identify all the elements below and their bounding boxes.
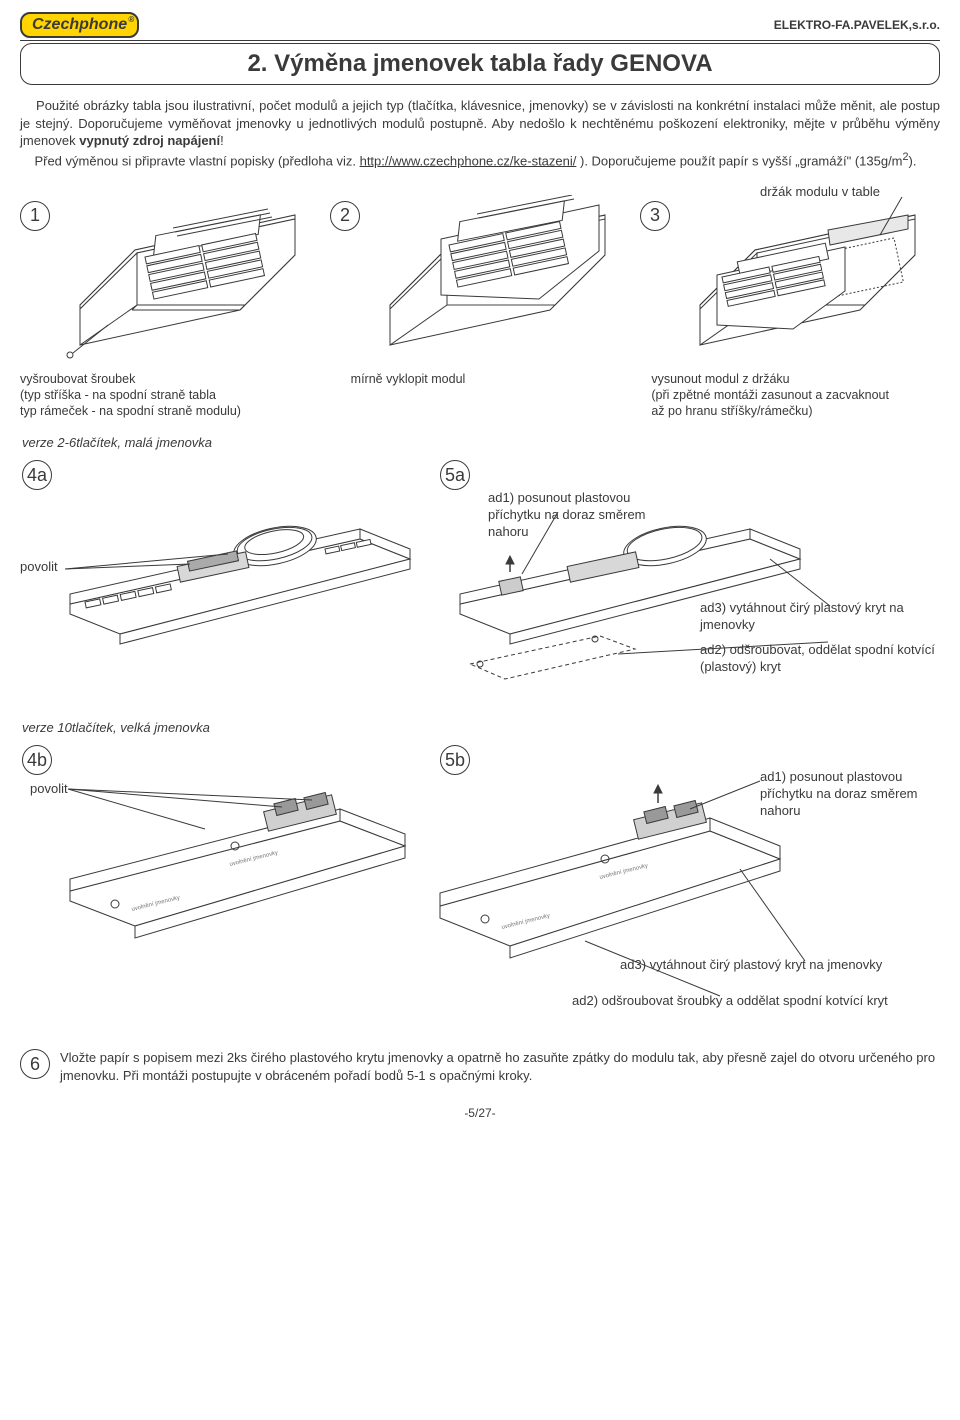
step-3-badge: 3 bbox=[640, 201, 670, 231]
caption-3-line2: (při zpětné montáži zasunout a zacvaknou… bbox=[651, 388, 889, 402]
label-ad2-a: ad2) odšroubovat, oddělat spodní kotvící… bbox=[700, 642, 940, 676]
caption-3: vysunout modul z držáku (při zpětné mont… bbox=[651, 371, 940, 420]
captions-row: vyšroubovat šroubek (typ stříška - na sp… bbox=[20, 371, 940, 420]
label-ad3-a: ad3) vytáhnout čirý plastový kryt na jme… bbox=[700, 600, 930, 634]
company-name: ELEKTRO-FA.PAVELEK,s.r.o. bbox=[774, 18, 940, 32]
label-ad1-b: ad1) posunout plastovou příchytku na dor… bbox=[760, 769, 935, 820]
logo-text: Czechphone bbox=[32, 16, 127, 33]
step-6-row: 6 Vložte papír s popisem mezi 2ks čirého… bbox=[20, 1049, 940, 1084]
caption-3-line3: až po hranu stříšky/rámečku) bbox=[651, 404, 812, 418]
step-4b-badge: 4b bbox=[22, 745, 52, 775]
step-6-badge: 6 bbox=[20, 1049, 50, 1079]
label-ad3-b: ad3) vytáhnout čirý plastový kryt na jme… bbox=[620, 957, 940, 974]
step-2-badge: 2 bbox=[330, 201, 360, 231]
step-6-text: Vložte papír s popisem mezi 2ks čirého p… bbox=[60, 1049, 940, 1084]
steps-row-123: 1 2 bbox=[20, 195, 940, 365]
caption-2: mírně vyklopit modul bbox=[321, 371, 640, 420]
label-ad2-b: ad2) odšroubovat šroubky a oddělat spodn… bbox=[572, 993, 942, 1010]
logo-reg: ® bbox=[128, 15, 134, 24]
caption-1-line1: vyšroubovat šroubek bbox=[20, 372, 135, 386]
page-number: -5/27- bbox=[20, 1106, 940, 1120]
section-4a-5a: 4a 5a povolit ad bbox=[20, 454, 940, 704]
intro-paragraph: Použité obrázky tabla jsou ilustrativní,… bbox=[20, 97, 940, 170]
brand-logo: Czechphone® bbox=[20, 12, 139, 38]
fig-4b: uvolnění jmenovky uvolnění jmenovky bbox=[60, 751, 430, 951]
divider bbox=[20, 40, 940, 41]
fig-step-3 bbox=[670, 195, 920, 365]
step-4a-badge: 4a bbox=[22, 460, 52, 490]
step-1-badge: 1 bbox=[20, 201, 50, 231]
caption-1-line3: typ rámeček - na spodní straně modulu) bbox=[20, 404, 241, 418]
label-ad1-a: ad1) posunout plastovou příchytku na dor… bbox=[488, 490, 658, 541]
fig-step-1 bbox=[50, 195, 300, 365]
label-povolit-a: povolit bbox=[20, 559, 58, 576]
caption-3-line1: vysunout modul z držáku bbox=[651, 372, 789, 386]
caption-1: vyšroubovat šroubek (typ stříška - na sp… bbox=[20, 371, 309, 420]
section-4b-5b: 4b 5b povolit uvolnění jmenovky uvolnění… bbox=[20, 739, 940, 1029]
fig-step-2 bbox=[360, 195, 610, 365]
page-title: 2. Výměna jmenovek tabla řady GENOVA bbox=[20, 43, 940, 85]
caption-1-line2: (typ stříška - na spodní straně tabla bbox=[20, 388, 216, 402]
version-a-label: verze 2-6tlačítek, malá jmenovka bbox=[22, 435, 940, 450]
version-b-label: verze 10tlačítek, velká jmenovka bbox=[22, 720, 940, 735]
fig-4a bbox=[60, 474, 430, 664]
